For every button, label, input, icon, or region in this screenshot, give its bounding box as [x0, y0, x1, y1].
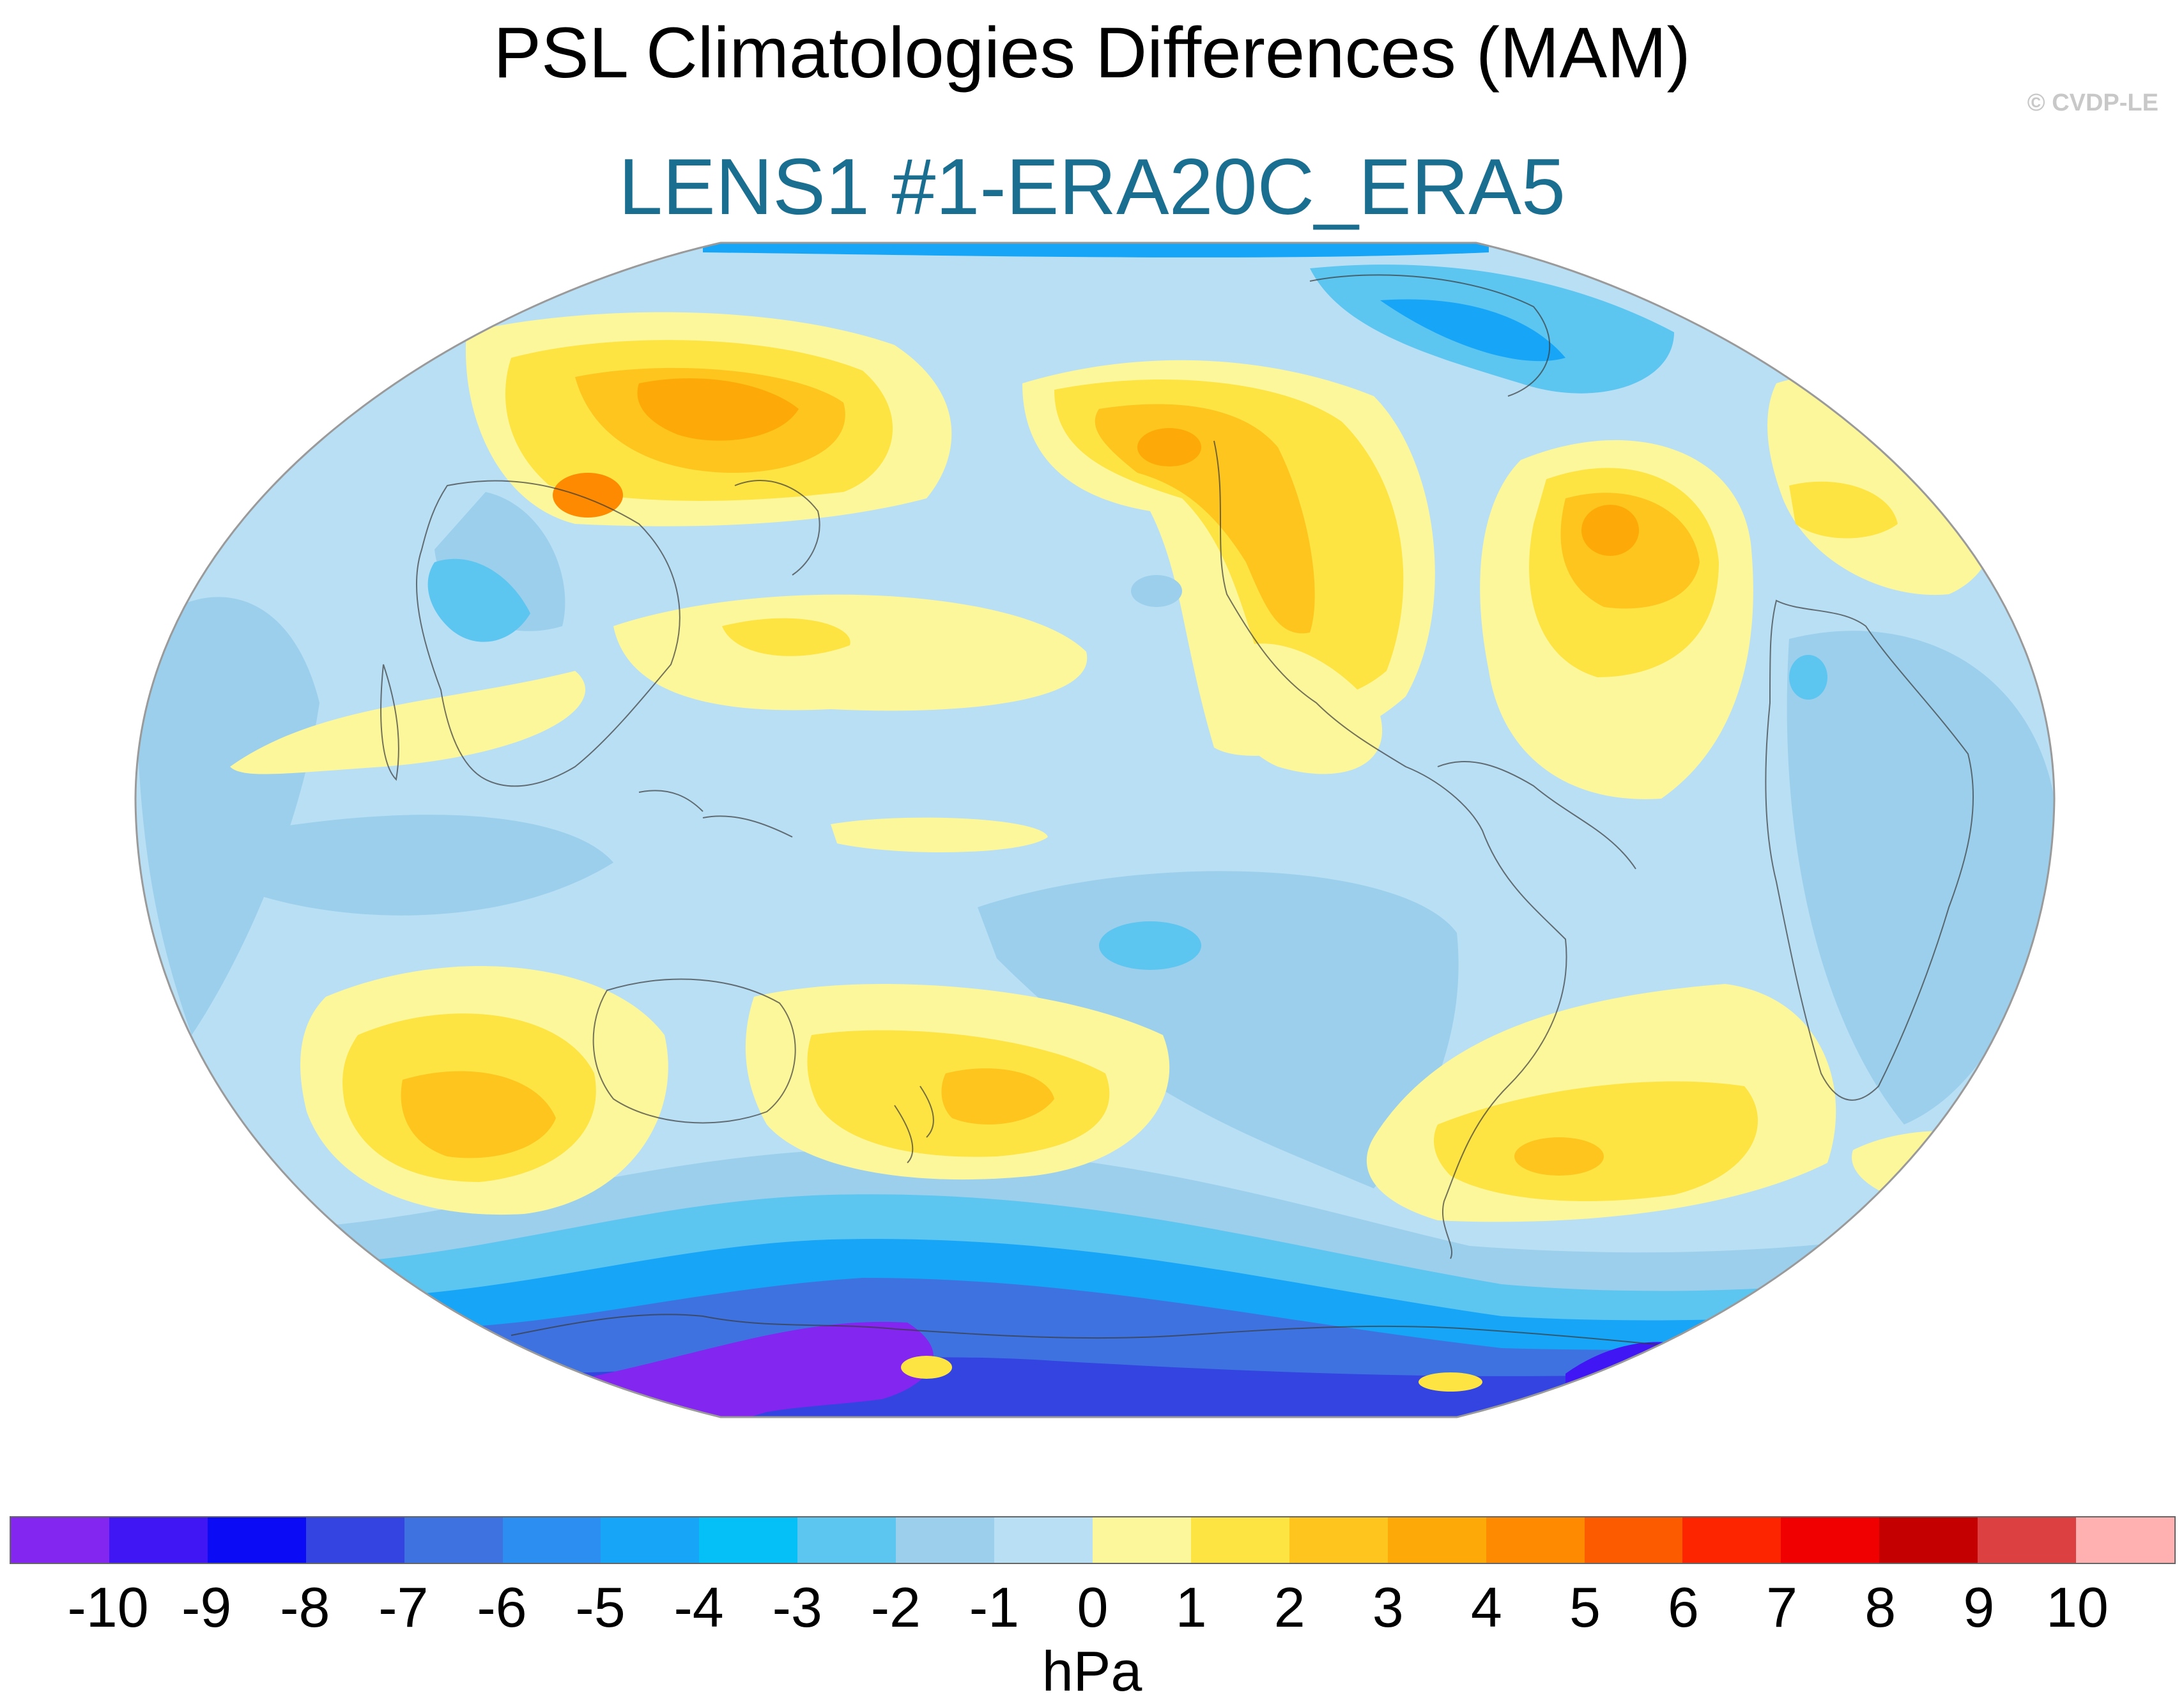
chart-title: PSL Climatologies Differences (MAM)	[493, 13, 1691, 93]
field-greenland-neg5	[1380, 299, 1565, 362]
map-field	[135, 243, 2054, 1417]
colorbar-swatch	[601, 1517, 700, 1563]
colorbar-tick-label: -2	[870, 1576, 921, 1639]
colorbar-tick-label: -6	[477, 1576, 527, 1639]
field-npacific-neg2	[1131, 575, 1182, 607]
colorbar-swatch	[994, 1517, 1093, 1563]
colorbar-unit-label: hPa	[1042, 1639, 1142, 1703]
coast-south-america-north	[1437, 761, 1636, 870]
colorbar-tick-label: -5	[575, 1576, 626, 1639]
colorbar-tick-label: 5	[1569, 1576, 1601, 1639]
field-npacific-positive-2	[722, 618, 850, 656]
coast-new-zealand	[894, 1086, 934, 1163]
colorbar-swatch	[1289, 1517, 1388, 1563]
colorbar-tick-label: 10	[2045, 1576, 2109, 1639]
field-level-neg2	[135, 492, 2054, 1188]
field-westerly-positive	[1222, 643, 1383, 774]
colorbar-swatch	[109, 1517, 208, 1563]
colorbar-swatch	[1879, 1517, 1978, 1563]
field-namerica-positive	[1022, 360, 1435, 756]
colorbar-tick-label: 9	[1963, 1576, 1995, 1639]
colorbar-tick-label: -7	[378, 1576, 429, 1639]
coast-asia	[416, 480, 681, 787]
coast-india	[380, 664, 399, 781]
field-indian-positive	[230, 671, 586, 774]
colorbar-tick-label: 1	[1175, 1576, 1207, 1639]
coast-africa	[1765, 599, 1974, 1101]
colorbar-tick-label: 0	[1077, 1576, 1109, 1639]
field-arctic-neg5	[703, 243, 1489, 257]
colorbar-swatch	[207, 1517, 306, 1563]
colorbar-swatch	[1584, 1517, 1683, 1563]
field-antarctic-neg10	[575, 1321, 934, 1417]
colorbar-tick-label: 8	[1865, 1576, 1896, 1639]
field-sindian-positive	[300, 966, 668, 1215]
field-antarctic-spot2	[1419, 1372, 1482, 1392]
coast-antarctica	[511, 1314, 1694, 1349]
coast-americas	[1213, 440, 1567, 1259]
colorbar-tick-label: -10	[67, 1576, 149, 1639]
coast-kamchatka	[734, 480, 820, 576]
field-antarctic-spot1	[901, 1356, 952, 1379]
colorbar-swatch	[1486, 1517, 1585, 1563]
field-siberia-positive	[465, 312, 952, 526]
colorbar-swatch	[1978, 1517, 2077, 1563]
colorbar-swatch	[2076, 1517, 2174, 1563]
colorbar-tick-label: -3	[772, 1576, 822, 1639]
colorbar-tick-label: -1	[969, 1576, 1020, 1639]
colorbar-swatch	[305, 1517, 404, 1563]
field-europe-positive-2	[1789, 481, 1898, 539]
colorbar-swatch	[896, 1517, 995, 1563]
coast-greenland	[1309, 274, 1551, 397]
colorbar	[10, 1516, 2176, 1564]
chart-subtitle: LENS1 #1-ERA20C_ERA5	[619, 143, 1565, 231]
colorbar-tick-label: 4	[1470, 1576, 1502, 1639]
colorbar-tick-label: -9	[181, 1576, 232, 1639]
colorbar-swatch	[502, 1517, 601, 1563]
coast-australia	[592, 978, 796, 1124]
colorbar-tick-label: 6	[1668, 1576, 1700, 1639]
colorbar-tick-label: 3	[1372, 1576, 1404, 1639]
colorbar-swatch	[1190, 1517, 1289, 1563]
field-natlantic-positive	[1480, 440, 1753, 799]
colorbar-swatch	[699, 1517, 798, 1563]
field-africa-neg3	[1789, 655, 1827, 700]
field-satlantic-positive	[1366, 984, 1836, 1222]
field-swpacific-positive	[745, 984, 1170, 1180]
colorbar-swatch	[1682, 1517, 1781, 1563]
colorbar-tick-label: -4	[673, 1576, 724, 1639]
credit-label: © CVDP-LE	[2027, 89, 2158, 116]
colorbar-tick-label: 2	[1273, 1576, 1305, 1639]
field-tibet-neg3	[427, 558, 530, 642]
coastlines	[380, 274, 1974, 1349]
colorbar-swatch	[1781, 1517, 1880, 1563]
colorbar-swatch	[1387, 1517, 1486, 1563]
colorbar-swatch	[1092, 1517, 1191, 1563]
field-sindian-east-positive	[1852, 1131, 2032, 1206]
field-spacific-neg3	[1099, 921, 1201, 970]
globe-outline	[134, 242, 2056, 1418]
colorbar-tick-label: 7	[1766, 1576, 1798, 1639]
colorbar-swatch	[11, 1517, 109, 1563]
field-tropical-positive	[831, 817, 1048, 852]
colorbar-swatch	[797, 1517, 896, 1563]
colorbar-swatch	[404, 1517, 503, 1563]
coast-indonesia	[638, 790, 793, 838]
field-npacific-positive	[613, 594, 1088, 711]
colorbar-tick-label: -8	[280, 1576, 330, 1639]
